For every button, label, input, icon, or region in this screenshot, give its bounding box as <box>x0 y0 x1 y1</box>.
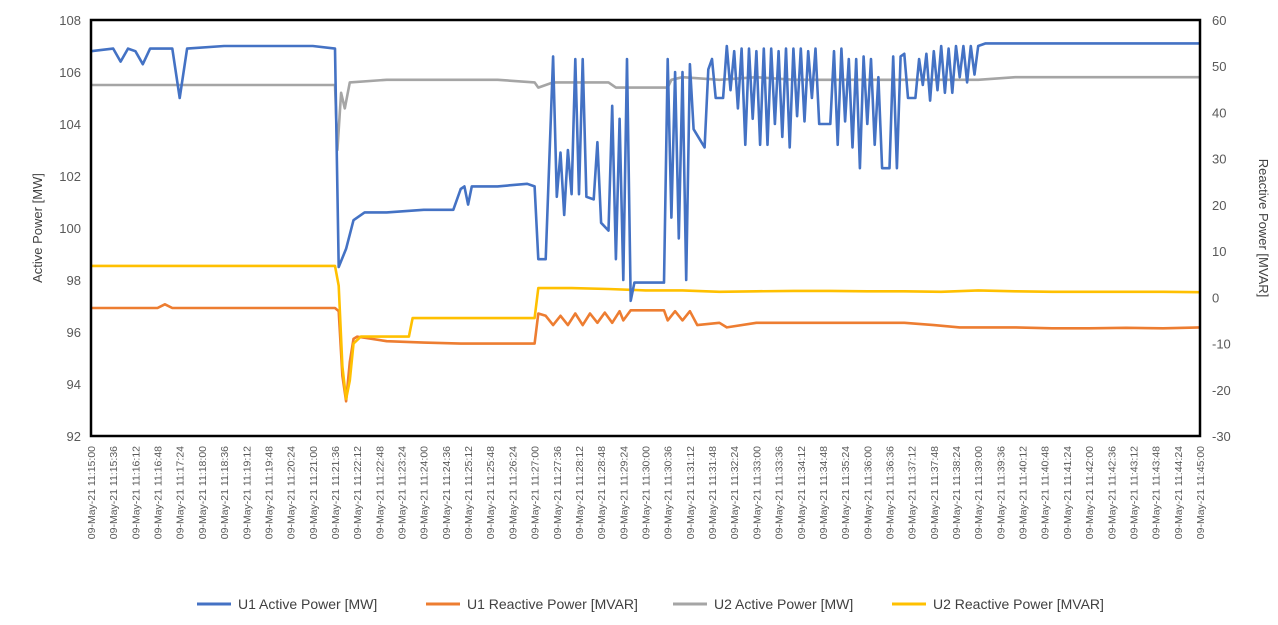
y-axis-left: 92 94 96 98 100 102 104 106 108 <box>59 13 81 444</box>
x-tick-label: 09-May-21 11:23:24 <box>397 446 409 539</box>
x-tick-label: 09-May-21 11:29:24 <box>618 446 630 539</box>
x-tick-label: 09-May-21 11:36:00 <box>862 446 874 539</box>
y2-tick-label: 60 <box>1212 13 1226 28</box>
x-tick-label: 09-May-21 11:42:36 <box>1106 446 1118 539</box>
y-tick-label: 94 <box>67 377 81 392</box>
x-tick-label: 09-May-21 11:28:48 <box>596 446 608 539</box>
x-tick-label: 09-May-21 11:19:48 <box>263 446 275 539</box>
y2-tick-label: -20 <box>1212 383 1231 398</box>
y-axis-title: Active Power [MW] <box>30 173 45 283</box>
y2-tick-label: 20 <box>1212 198 1226 213</box>
x-tick-label: 09-May-21 11:42:00 <box>1084 446 1096 539</box>
x-tick-label: 09-May-21 11:39:00 <box>973 446 985 539</box>
x-tick-label: 09-May-21 11:32:24 <box>729 446 741 539</box>
y2-tick-label: 0 <box>1212 290 1219 305</box>
x-tick-label: 09-May-21 11:41:24 <box>1062 446 1074 539</box>
x-tick-label: 09-May-21 11:35:24 <box>840 446 852 539</box>
y-tick-label: 98 <box>67 273 81 288</box>
x-tick-label: 09-May-21 11:33:36 <box>774 446 786 539</box>
x-tick-label: 09-May-21 11:18:00 <box>197 446 209 539</box>
y2-tick-label: -30 <box>1212 429 1231 444</box>
legend-label-2: U2 Active Power [MW] <box>714 596 853 612</box>
x-tick-label: 09-May-21 11:37:12 <box>907 446 919 539</box>
y-tick-label: 100 <box>59 221 81 236</box>
x-tick-label: 09-May-21 11:30:36 <box>663 446 675 539</box>
x-tick-label: 09-May-21 11:45:00 <box>1195 446 1207 539</box>
x-tick-label: 09-May-21 11:26:24 <box>507 446 519 539</box>
y2-tick-label: -10 <box>1212 337 1231 352</box>
x-tick-label: 09-May-21 11:28:12 <box>574 446 586 539</box>
x-tick-label: 09-May-21 11:16:48 <box>153 446 165 539</box>
y-tick-label: 104 <box>59 117 81 132</box>
y-axis-right: -30 -20 -10 0 10 20 30 40 50 60 <box>1212 13 1231 444</box>
x-tick-label: 09-May-21 11:40:48 <box>1040 446 1052 539</box>
legend-label-1: U1 Reactive Power [MVAR] <box>467 596 638 612</box>
x-tick-label: 09-May-21 11:33:00 <box>751 446 763 539</box>
x-tick-label: 09-May-21 11:27:36 <box>552 446 564 539</box>
y-tick-label: 102 <box>59 169 81 184</box>
x-tick-label: 09-May-21 11:18:36 <box>219 446 231 539</box>
x-tick-label: 09-May-21 11:15:00 <box>86 446 98 539</box>
x-tick-label: 09-May-21 11:21:36 <box>330 446 342 539</box>
x-tick-label: 09-May-21 11:17:24 <box>175 446 187 539</box>
x-tick-label: 09-May-21 11:38:24 <box>951 446 963 539</box>
x-tick-label: 09-May-21 11:37:48 <box>929 446 941 539</box>
x-tick-label: 09-May-21 11:21:00 <box>308 446 320 539</box>
x-tick-label: 09-May-21 11:16:12 <box>130 446 142 539</box>
x-tick-label: 09-May-21 11:30:00 <box>641 446 653 539</box>
y-tick-label: 96 <box>67 325 81 340</box>
x-tick-label: 09-May-21 11:39:36 <box>995 446 1007 539</box>
y-tick-label: 108 <box>59 13 81 28</box>
y2-tick-label: 10 <box>1212 244 1226 259</box>
x-tick-label: 09-May-21 11:43:48 <box>1151 446 1163 539</box>
y2-tick-label: 30 <box>1212 152 1226 167</box>
x-tick-label: 09-May-21 11:40:12 <box>1018 446 1030 539</box>
plot-lines <box>90 42 1201 403</box>
x-tick-label: 09-May-21 11:24:36 <box>441 446 453 539</box>
x-tick-label: 09-May-21 11:44:24 <box>1173 446 1185 539</box>
series-line-0 <box>90 42 1200 303</box>
y2-axis-title: Reactive Power [MVAR] <box>1256 159 1271 297</box>
x-tick-label: 09-May-21 11:34:12 <box>796 446 808 539</box>
legend: U1 Active Power [MW] U1 Reactive Power [M… <box>197 596 1104 612</box>
legend-label-0: U1 Active Power [MW] <box>238 596 377 612</box>
series-line-2 <box>91 75 1200 152</box>
x-tick-label: 09-May-21 11:31:48 <box>707 446 719 539</box>
x-axis: 09-May-21 11:15:00 09-May-21 11:15:36 09-M… <box>86 446 1207 539</box>
series-line-3 <box>91 264 1201 401</box>
x-tick-label: 09-May-21 11:22:12 <box>352 446 364 539</box>
x-tick-label: 09-May-21 11:24:00 <box>419 446 431 539</box>
x-tick-label: 09-May-21 11:25:48 <box>485 446 497 539</box>
x-tick-label: 09-May-21 11:43:12 <box>1129 446 1141 539</box>
x-tick-label: 09-May-21 11:19:12 <box>241 446 253 539</box>
x-tick-label: 09-May-21 11:20:24 <box>286 446 298 539</box>
y-tick-label: 106 <box>59 65 81 80</box>
series-line-1 <box>91 303 1201 403</box>
y2-tick-label: 50 <box>1212 59 1226 74</box>
x-tick-label: 09-May-21 11:15:36 <box>108 446 120 539</box>
y-tick-label: 92 <box>67 429 81 444</box>
x-tick-label: 09-May-21 11:31:12 <box>685 446 697 539</box>
plot-area-frame <box>89 18 1202 438</box>
y2-tick-label: 40 <box>1212 105 1226 120</box>
x-tick-label: 09-May-21 11:36:36 <box>885 446 897 539</box>
x-tick-label: 09-May-21 11:25:12 <box>463 446 475 539</box>
x-tick-label: 09-May-21 11:34:48 <box>818 446 830 539</box>
legend-label-3: U2 Reactive Power [MVAR] <box>933 596 1104 612</box>
x-tick-label: 09-May-21 11:27:00 <box>530 446 542 539</box>
x-tick-label: 09-May-21 11:22:48 <box>374 446 386 539</box>
